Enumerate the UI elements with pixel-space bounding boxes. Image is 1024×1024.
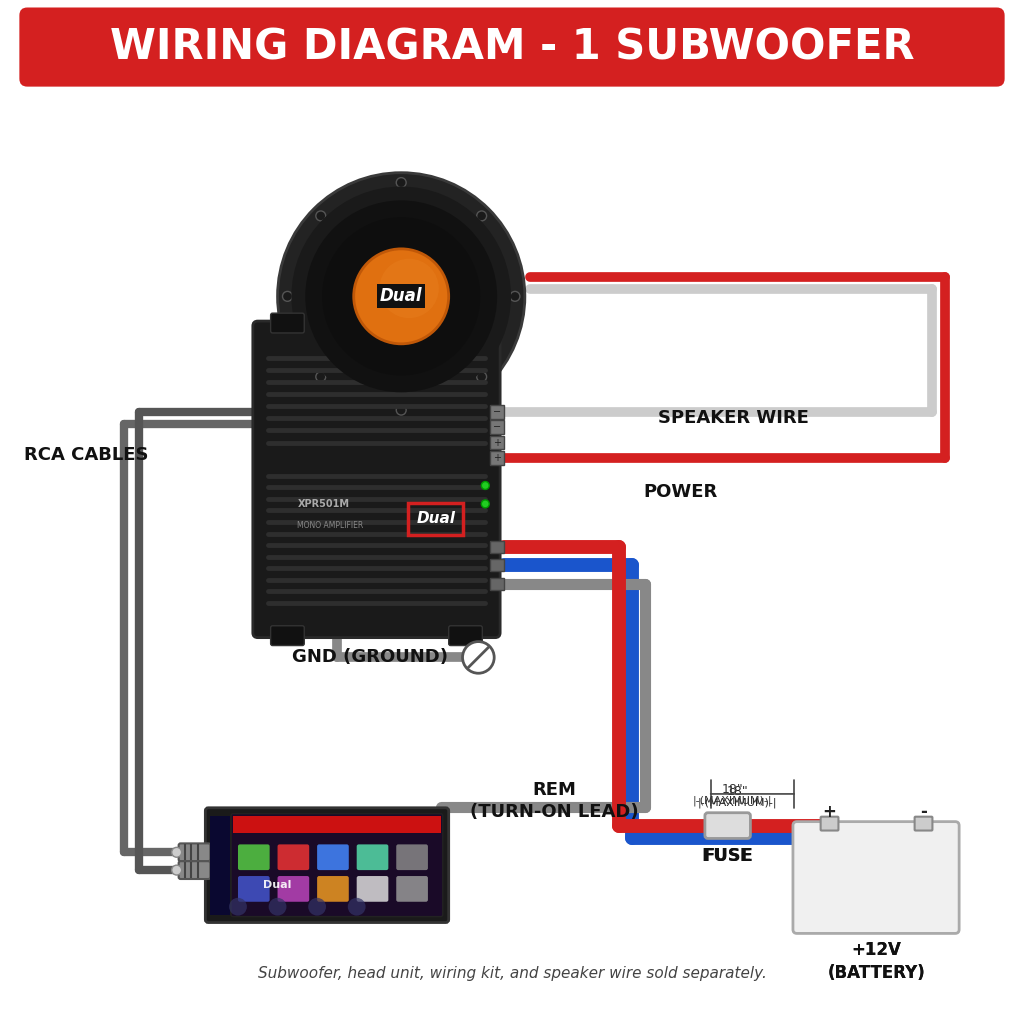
- Text: SUBWOOFER: SUBWOOFER: [351, 438, 480, 456]
- FancyBboxPatch shape: [705, 813, 751, 839]
- FancyBboxPatch shape: [356, 877, 388, 902]
- Text: FUSE: FUSE: [701, 847, 754, 865]
- FancyBboxPatch shape: [396, 845, 428, 870]
- FancyBboxPatch shape: [490, 451, 504, 465]
- Text: GND (GROUND): GND (GROUND): [293, 648, 449, 667]
- FancyBboxPatch shape: [206, 808, 449, 923]
- Text: |-(MAXIMUM)-|: |-(MAXIMUM)-|: [697, 798, 777, 808]
- Text: 18": 18": [722, 783, 743, 796]
- Circle shape: [292, 186, 511, 407]
- FancyBboxPatch shape: [253, 322, 500, 638]
- FancyBboxPatch shape: [914, 817, 933, 830]
- FancyBboxPatch shape: [490, 578, 504, 590]
- FancyBboxPatch shape: [490, 404, 504, 419]
- FancyBboxPatch shape: [19, 7, 1005, 87]
- Circle shape: [308, 898, 326, 915]
- Circle shape: [477, 372, 486, 382]
- Circle shape: [396, 177, 407, 187]
- FancyBboxPatch shape: [490, 559, 504, 571]
- Circle shape: [283, 292, 293, 301]
- FancyBboxPatch shape: [178, 861, 210, 879]
- Circle shape: [510, 292, 520, 301]
- Circle shape: [172, 847, 181, 857]
- FancyBboxPatch shape: [449, 313, 482, 333]
- Circle shape: [315, 372, 326, 382]
- FancyBboxPatch shape: [317, 845, 349, 870]
- FancyBboxPatch shape: [278, 877, 309, 902]
- Text: XPR501M: XPR501M: [297, 499, 349, 509]
- FancyBboxPatch shape: [449, 626, 482, 645]
- Circle shape: [477, 211, 486, 221]
- Circle shape: [278, 173, 525, 420]
- FancyBboxPatch shape: [356, 845, 388, 870]
- Text: Subwoofer, head unit, wiring kit, and speaker wire sold separately.: Subwoofer, head unit, wiring kit, and sp…: [258, 967, 766, 981]
- Text: |-(MAXIMUM)-|: |-(MAXIMUM)-|: [693, 796, 772, 807]
- Circle shape: [323, 217, 480, 376]
- Text: FUSE: FUSE: [703, 847, 752, 865]
- Text: Dual: Dual: [263, 880, 291, 890]
- Circle shape: [353, 249, 449, 344]
- FancyBboxPatch shape: [793, 821, 959, 934]
- Circle shape: [315, 211, 326, 221]
- FancyBboxPatch shape: [178, 844, 210, 861]
- Text: Dual: Dual: [380, 288, 423, 305]
- Text: SPEAKER WIRE: SPEAKER WIRE: [658, 410, 809, 427]
- Text: Dual: Dual: [417, 511, 456, 526]
- Text: +: +: [494, 437, 501, 447]
- Circle shape: [481, 481, 489, 489]
- FancyBboxPatch shape: [270, 313, 304, 333]
- FancyBboxPatch shape: [490, 420, 504, 434]
- FancyBboxPatch shape: [490, 541, 504, 553]
- Text: −: −: [494, 422, 501, 432]
- Circle shape: [229, 898, 247, 915]
- Text: +: +: [494, 453, 501, 463]
- Text: RCA CABLES: RCA CABLES: [25, 445, 148, 464]
- Circle shape: [348, 898, 366, 915]
- Circle shape: [396, 406, 407, 415]
- Circle shape: [481, 500, 489, 508]
- Circle shape: [463, 642, 495, 673]
- FancyBboxPatch shape: [238, 877, 269, 902]
- Text: 18": 18": [727, 784, 749, 798]
- Circle shape: [380, 259, 439, 318]
- FancyBboxPatch shape: [278, 845, 309, 870]
- FancyBboxPatch shape: [270, 626, 304, 645]
- Text: -: -: [921, 803, 927, 821]
- Circle shape: [305, 201, 498, 392]
- FancyBboxPatch shape: [231, 814, 442, 916]
- Text: +12V
(BATTERY): +12V (BATTERY): [827, 941, 925, 982]
- FancyBboxPatch shape: [820, 817, 839, 830]
- FancyBboxPatch shape: [490, 435, 504, 450]
- Bar: [233, 816, 440, 833]
- Text: MONO AMPLIFIER: MONO AMPLIFIER: [297, 521, 364, 529]
- Bar: [210, 816, 230, 914]
- Text: POWER: POWER: [643, 483, 718, 502]
- Text: +12V
(BATTERY): +12V (BATTERY): [827, 941, 925, 982]
- FancyBboxPatch shape: [396, 877, 428, 902]
- Text: +: +: [822, 803, 837, 821]
- Circle shape: [172, 865, 181, 876]
- Circle shape: [268, 898, 287, 915]
- Text: −: −: [494, 407, 501, 417]
- FancyBboxPatch shape: [317, 877, 349, 902]
- FancyBboxPatch shape: [378, 285, 425, 308]
- Text: WIRING DIAGRAM - 1 SUBWOOFER: WIRING DIAGRAM - 1 SUBWOOFER: [110, 26, 914, 68]
- Text: REM
(TURN-ON LEAD): REM (TURN-ON LEAD): [470, 781, 639, 821]
- FancyBboxPatch shape: [238, 845, 269, 870]
